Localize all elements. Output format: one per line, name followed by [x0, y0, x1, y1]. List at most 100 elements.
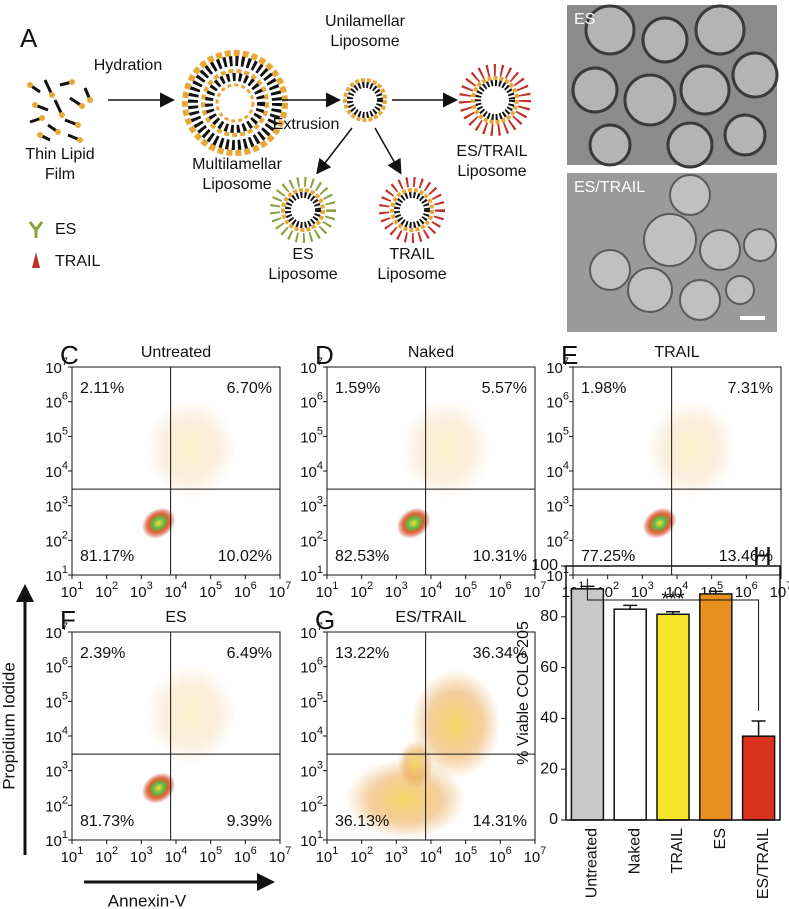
- node-label: ES: [292, 246, 313, 263]
- error-bar: [751, 720, 766, 737]
- cell-cloud: [141, 507, 176, 539]
- tick-exp: 3: [147, 845, 153, 857]
- tick-base: 10: [300, 764, 317, 781]
- tick-label: 104: [420, 845, 443, 866]
- cell-cloud: [345, 759, 466, 840]
- tick-exp: 5: [62, 690, 68, 702]
- tick-exp: 6: [752, 580, 758, 592]
- bar: [613, 608, 647, 821]
- quadrant-label: 14.31%: [473, 813, 527, 830]
- y-tick-label: 40: [540, 710, 558, 727]
- y-tick-label: 0: [549, 811, 558, 828]
- tick-label: 106: [300, 391, 323, 412]
- tick-exp: 4: [181, 580, 187, 592]
- legend-label: TRAIL: [55, 253, 100, 270]
- quadrant-label: 5.57%: [482, 380, 527, 397]
- node-label: ES/TRAIL: [456, 143, 527, 160]
- tick-label: 104: [300, 725, 323, 746]
- tick-label: 105: [300, 425, 323, 446]
- process-arrows: [108, 92, 458, 175]
- tick-base: 10: [300, 694, 317, 711]
- tick-exp: 2: [317, 794, 323, 806]
- tick-exp: 5: [317, 425, 323, 437]
- tick-label: 102: [95, 845, 118, 866]
- tick-exp: 1: [77, 845, 83, 857]
- tick-base: 10: [45, 660, 62, 677]
- tick-base: 10: [45, 833, 62, 850]
- tick-exp: 3: [317, 760, 323, 772]
- tick-base: 10: [489, 584, 506, 601]
- error-bar: [708, 590, 723, 594]
- tick-label: 106: [489, 580, 512, 601]
- tick-exp: 7: [540, 580, 546, 592]
- panel-label: A: [20, 23, 38, 53]
- x-axis-label: Annexin-V: [108, 891, 187, 909]
- tick-exp: 4: [62, 460, 68, 472]
- tick-exp: 6: [317, 391, 323, 403]
- tick-base: 10: [45, 464, 62, 481]
- tick-label: 101: [61, 845, 84, 866]
- tick-exp: 5: [317, 690, 323, 702]
- tick-exp: 5: [216, 580, 222, 592]
- tick-label: 101: [300, 829, 323, 850]
- tick-base: 10: [420, 849, 437, 866]
- node-label: Liposome: [330, 33, 399, 50]
- tick-exp: 2: [62, 794, 68, 806]
- lipid-heads: [27, 79, 93, 143]
- tick-label: 107: [45, 356, 68, 377]
- node-label: TRAIL: [389, 246, 434, 263]
- tick-base: 10: [45, 729, 62, 746]
- y-axis-label: % Viable COLO 205: [515, 621, 532, 765]
- tick-label: 104: [45, 460, 68, 481]
- x-tick-label: Naked: [626, 828, 643, 874]
- tick-label: 107: [300, 621, 323, 642]
- tick-exp: 3: [62, 495, 68, 507]
- tick-label: 107: [45, 621, 68, 642]
- tick-label: 103: [546, 495, 569, 516]
- tick-base: 10: [546, 533, 563, 550]
- node-label: Unilamellar: [325, 13, 406, 30]
- tick-label: 101: [45, 829, 68, 850]
- x-tick-label: ES/TRAIL: [755, 828, 772, 899]
- tick-exp: 1: [62, 829, 68, 841]
- tick-base: 10: [546, 360, 563, 377]
- tick-base: 10: [666, 584, 683, 601]
- tick-base: 10: [130, 849, 147, 866]
- tick-label: 103: [130, 580, 153, 601]
- tick-label: 104: [45, 725, 68, 746]
- tick-label: 103: [385, 580, 408, 601]
- tick-exp: 7: [563, 356, 569, 368]
- tick-base: 10: [234, 584, 251, 601]
- panel-label: E: [561, 340, 578, 370]
- tick-label: 106: [234, 580, 257, 601]
- tick-exp: 7: [62, 356, 68, 368]
- tick-base: 10: [735, 584, 752, 601]
- tick-exp: 6: [62, 656, 68, 668]
- tick-base: 10: [199, 584, 216, 601]
- tick-label: 106: [300, 656, 323, 677]
- significance-bracket: [586, 578, 760, 711]
- tick-base: 10: [300, 660, 317, 677]
- tick-label: 105: [45, 425, 68, 446]
- quadrant-label: 6.49%: [227, 645, 272, 662]
- quadrant-label: 9.39%: [227, 813, 272, 830]
- tick-exp: 5: [216, 845, 222, 857]
- cell-cloud: [400, 399, 491, 500]
- tick-exp: 5: [717, 580, 723, 592]
- node-label: Liposome: [268, 266, 337, 283]
- tick-label: 103: [300, 495, 323, 516]
- cell-cloud: [642, 507, 677, 539]
- tick-exp: 6: [251, 580, 257, 592]
- tick-exp: 7: [62, 621, 68, 633]
- tick-label: 102: [95, 580, 118, 601]
- tick-label: 104: [546, 460, 569, 481]
- tick-exp: 4: [563, 460, 569, 472]
- quadrant-label: 1.98%: [581, 380, 626, 397]
- tick-label: 102: [546, 529, 569, 550]
- image-label: ES/TRAIL: [574, 179, 645, 196]
- tick-exp: 2: [613, 580, 619, 592]
- tick-label: 106: [489, 845, 512, 866]
- tick-label: 105: [199, 580, 222, 601]
- tick-label: 101: [45, 564, 68, 585]
